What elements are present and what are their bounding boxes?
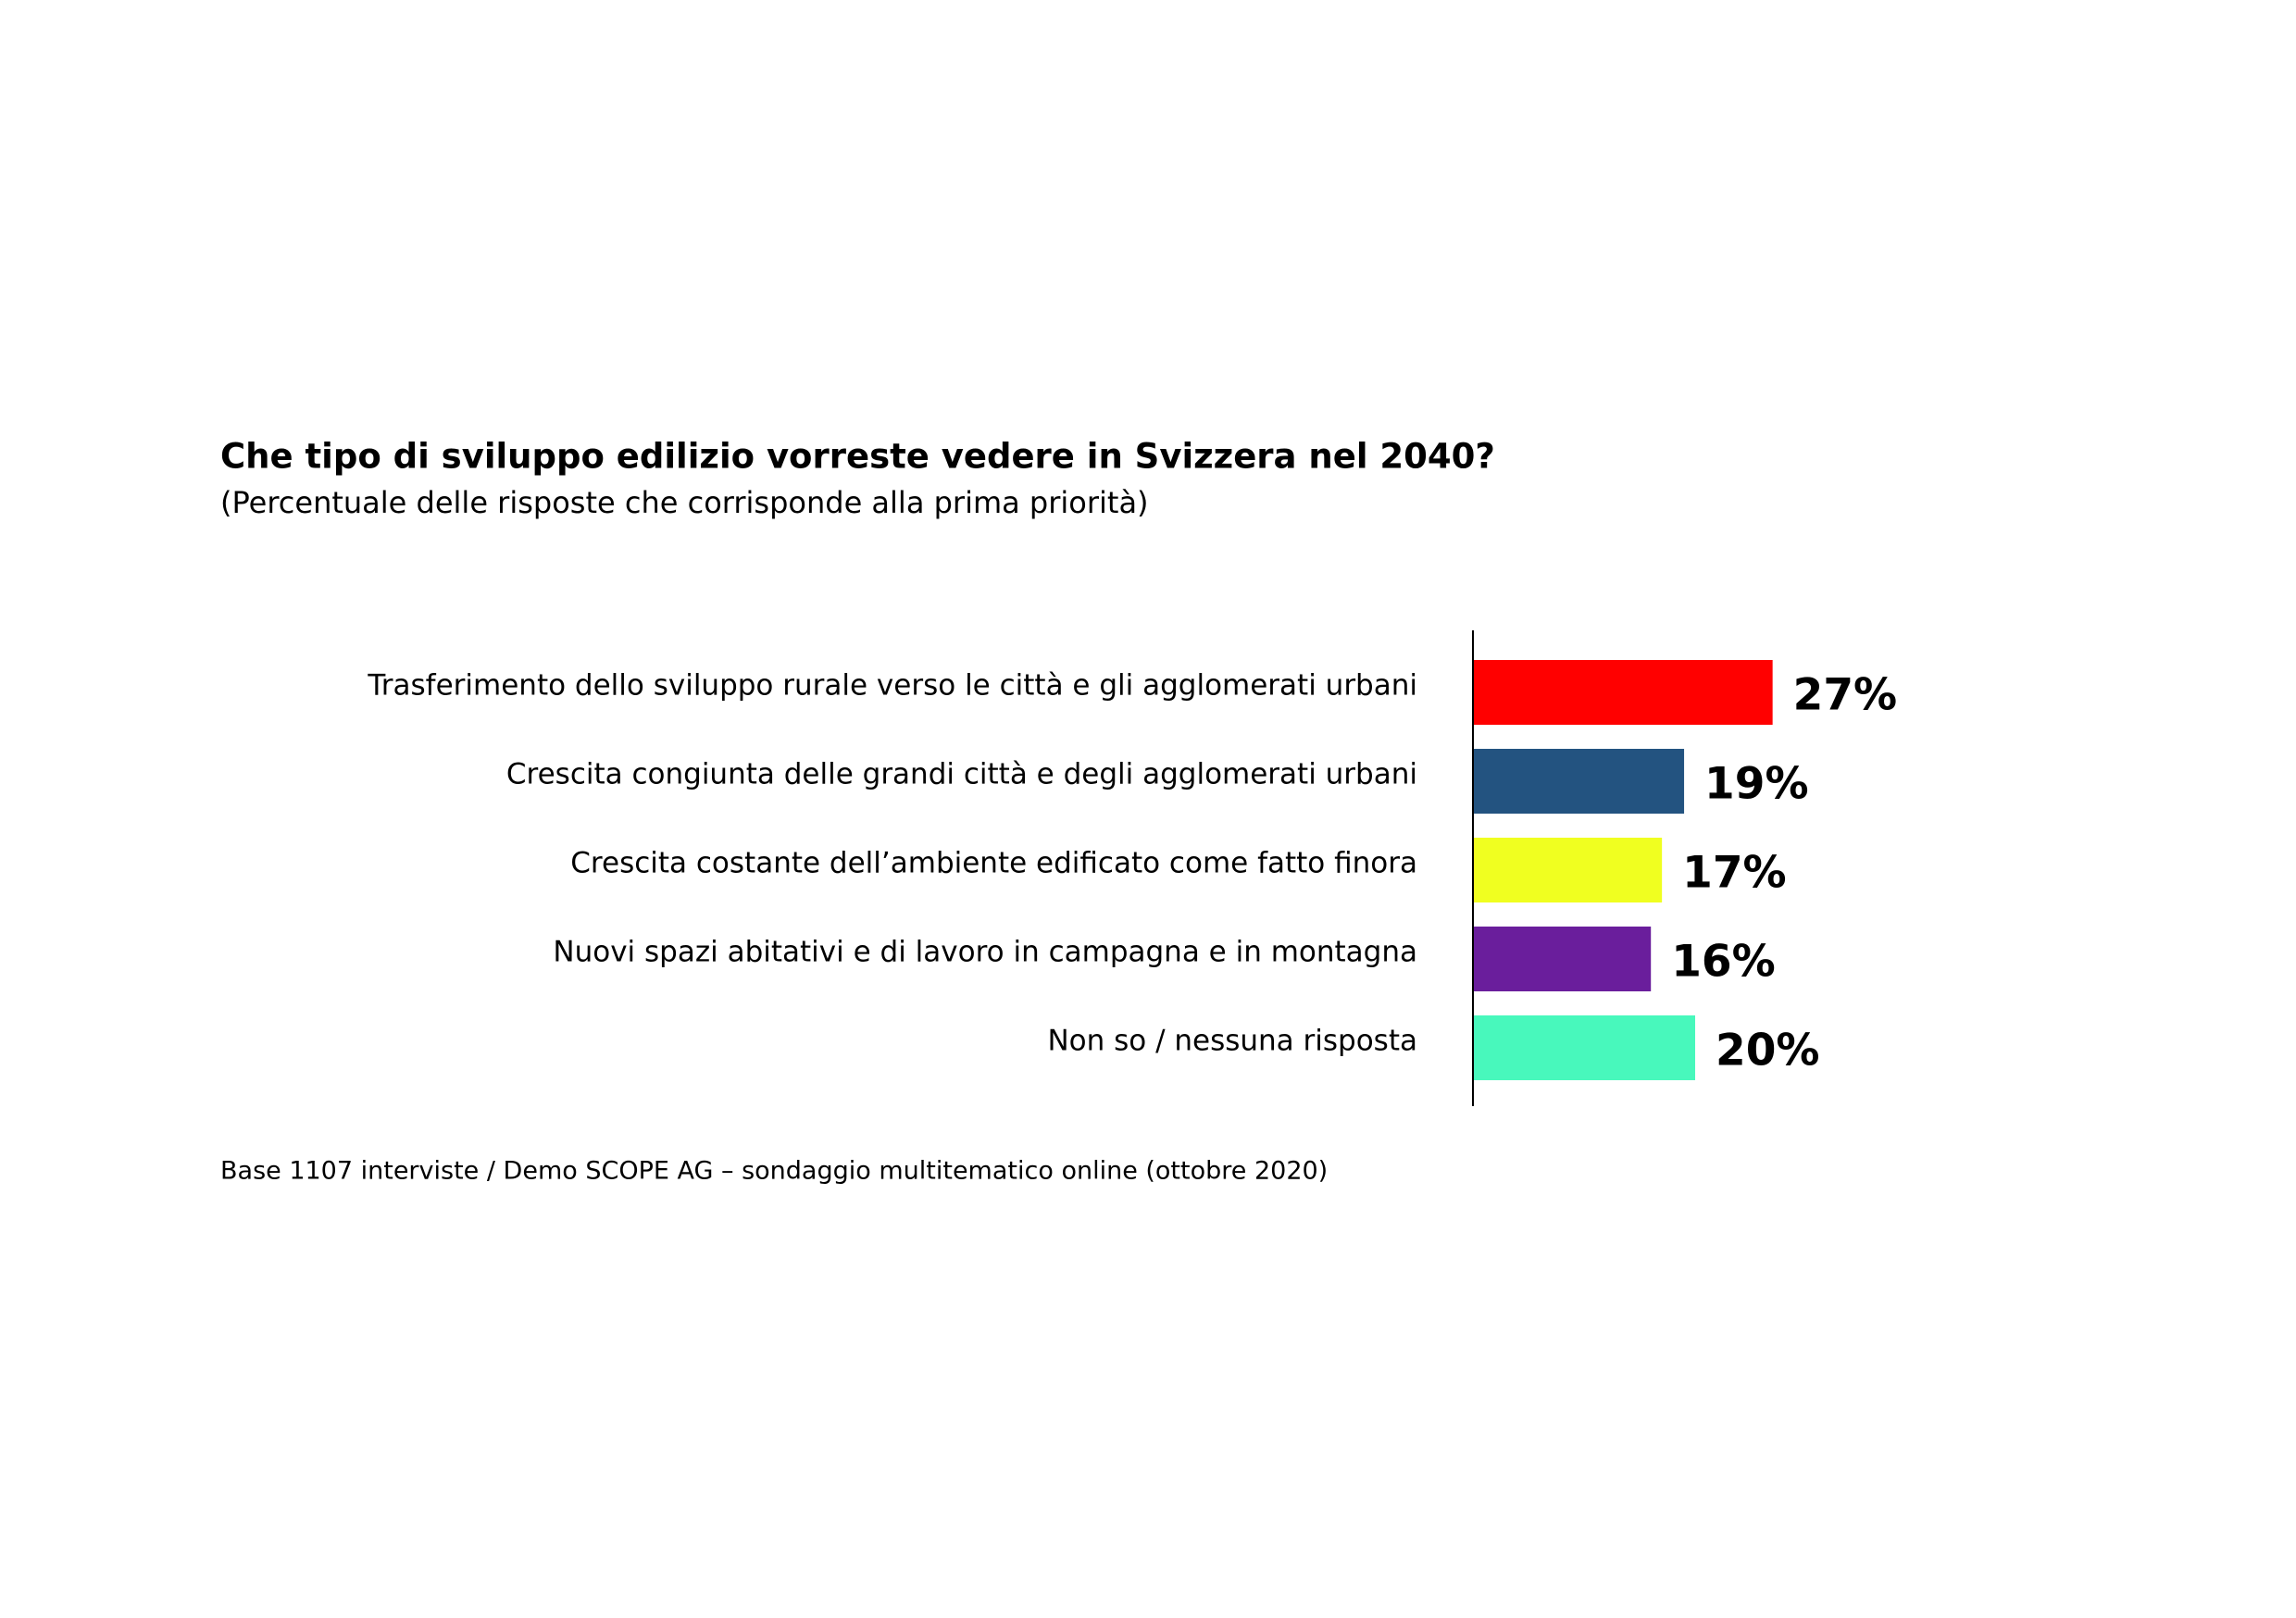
value-label: 27% — [1793, 670, 1897, 721]
value-label: 20% — [1716, 1026, 1820, 1077]
category-label: Nuovi spazi abitativi e di lavoro in cam… — [553, 936, 1417, 969]
bar — [1474, 1015, 1695, 1080]
category-label: Trasferimento dello sviluppo rurale vers… — [367, 669, 1417, 703]
category-label: Non so / nessuna risposta — [1047, 1025, 1417, 1058]
bar — [1474, 749, 1685, 814]
category-label: Crescita congiunta delle grandi città e … — [506, 758, 1417, 791]
chart-subtitle: (Percentuale delle risposte che corrispo… — [220, 485, 1149, 520]
bar — [1474, 927, 1652, 991]
category-label: Crescita costante dell’ambiente edificat… — [570, 847, 1417, 880]
footnote: Base 1107 interviste / Demo SCOPE AG – s… — [220, 1157, 1328, 1186]
bar — [1474, 838, 1663, 902]
bar — [1474, 660, 1773, 725]
value-label: 19% — [1704, 759, 1809, 810]
value-label: 17% — [1682, 848, 1787, 899]
value-label: 16% — [1671, 937, 1776, 988]
chart-title: Che tipo di sviluppo edilizio vorreste v… — [220, 437, 1495, 477]
